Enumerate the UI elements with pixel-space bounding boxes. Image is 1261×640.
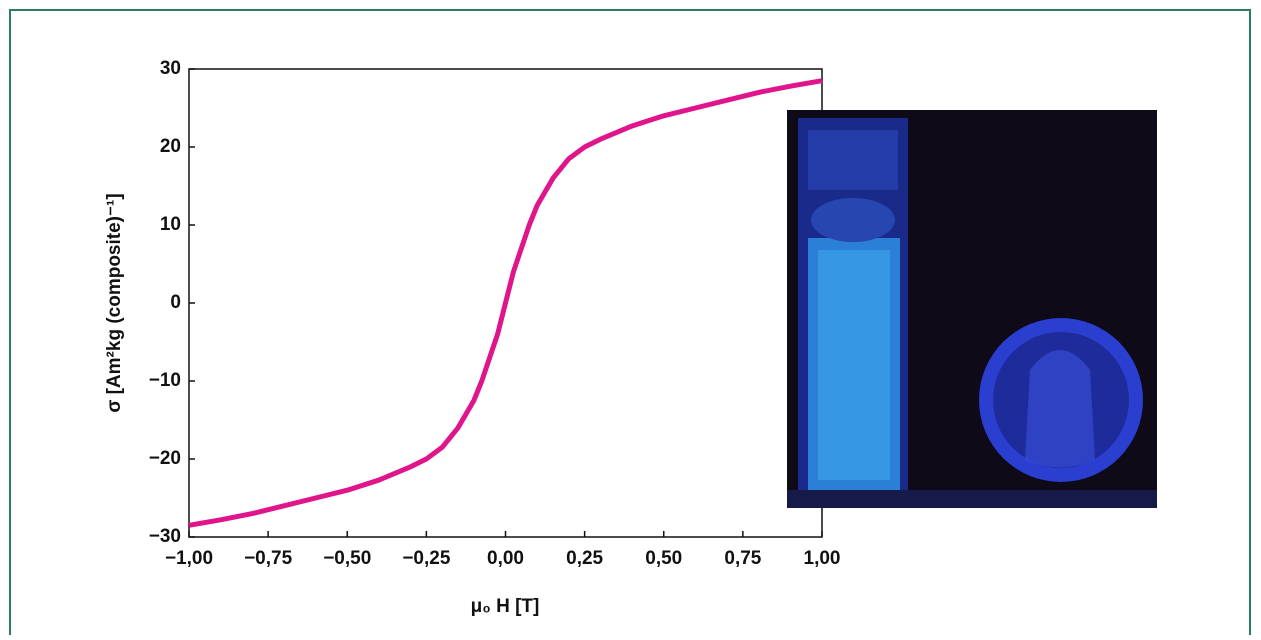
y-tick-label: 0 <box>170 292 181 313</box>
frame <box>9 9 1251 640</box>
y-tick-label: −10 <box>149 370 181 391</box>
y-tick-label: 20 <box>160 136 181 157</box>
y-tick-label: −20 <box>149 448 181 469</box>
x-tick-label: 0,00 <box>487 548 524 569</box>
inset-photo <box>787 110 1157 508</box>
y-tick-label: 10 <box>160 214 181 235</box>
x-tick-label: 0,75 <box>724 548 761 569</box>
x-tick-label: 0,25 <box>566 548 603 569</box>
x-tick-label: −0,50 <box>323 548 371 569</box>
x-tick-label: −0,75 <box>244 548 293 569</box>
x-axis-label: μ₀ H [T] <box>471 596 540 617</box>
x-tick-label: −1,00 <box>165 548 213 569</box>
y-axis-label: σ [Am²kg (composite)⁻¹] <box>104 193 125 412</box>
x-tick-label: 1,00 <box>804 548 841 569</box>
x-tick-label: 0,50 <box>645 548 682 569</box>
y-tick-label: 30 <box>160 58 181 79</box>
data-line <box>188 78 823 528</box>
y-tick-label: −30 <box>149 526 181 547</box>
x-tick-label: −0,25 <box>402 548 451 569</box>
